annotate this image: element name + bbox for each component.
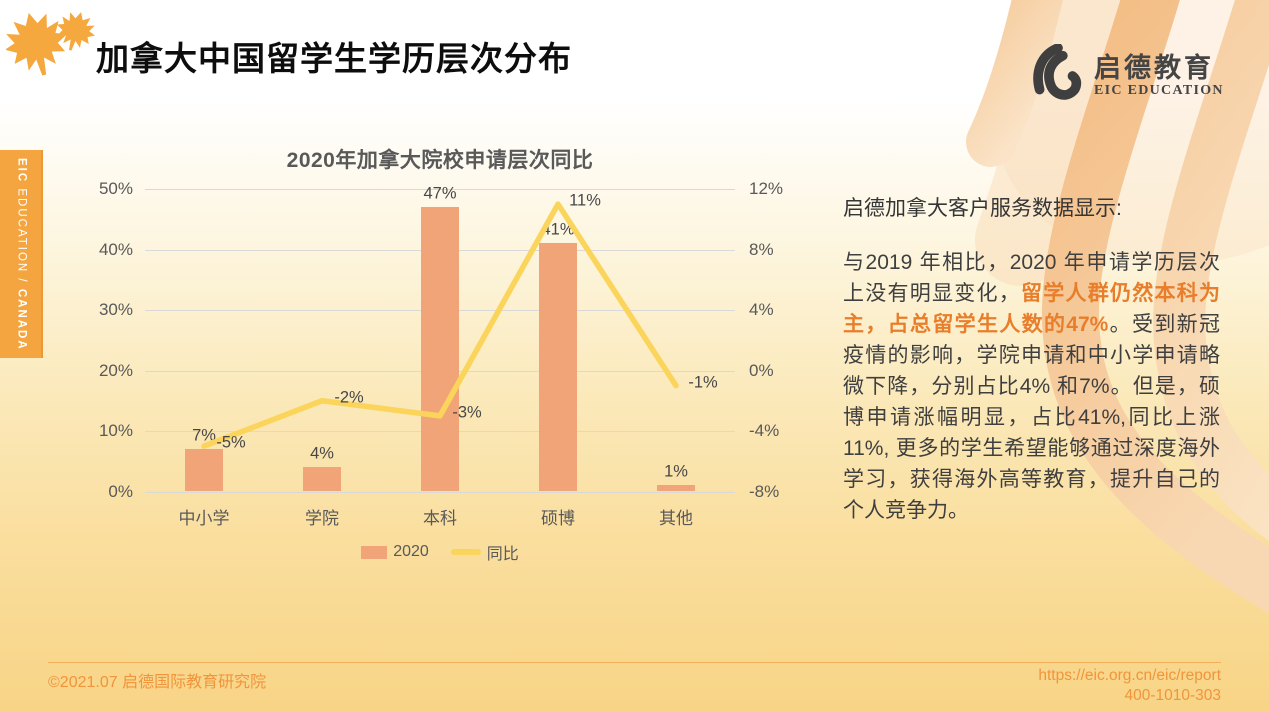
eic-logo-icon [1033, 44, 1082, 100]
chart-legend: 2020 同比 [145, 540, 735, 564]
footer-phone: 400-1010-303 [1124, 687, 1221, 704]
footer-divider [48, 662, 1221, 663]
left-axis-tick: 10% [98, 421, 133, 440]
side-tab-label: EIC EDUCATION / CANADA [16, 158, 28, 351]
footer-url: https://eic.org.cn/eic/report [1038, 667, 1221, 684]
right-axis-tick: 4% [749, 300, 774, 319]
right-axis-tick: 0% [749, 360, 774, 380]
line-value-label: -5% [216, 433, 246, 452]
page-title: 加拿大中国留学生学历层次分布 [96, 40, 572, 77]
logo-name-cn: 启德教育 [1094, 53, 1214, 83]
side-tab-education: EDUCATION / [15, 182, 28, 289]
legend-item: 同比 [450, 540, 519, 564]
category-label: 其他 [659, 508, 693, 528]
line-value-label: -2% [334, 388, 364, 407]
logo-name-en: EIC EDUCATION [1094, 83, 1224, 98]
footer-copyright: ©2021.07 启德国际教育研究院 [48, 674, 267, 691]
panel-paragraph: 与2019 年相比，2020 年申请学历层次上没有明显变化，留学人群仍然本科为主… [843, 247, 1220, 526]
side-tab-canada: EIC EDUCATION / CANADA [0, 150, 43, 358]
line-value-label: -1% [688, 373, 718, 392]
gridline [145, 310, 735, 311]
bar-value-label: 41% [541, 220, 575, 239]
gridline [145, 249, 735, 251]
bar [539, 243, 577, 492]
trend-line-path [201, 201, 679, 449]
left-axis-tick: 20% [98, 360, 133, 380]
bar [185, 449, 223, 492]
category-label: 中小学 [178, 508, 230, 528]
line-value-label: 11% [569, 191, 601, 210]
legend-bar-swatch [361, 545, 388, 559]
gridline [145, 189, 735, 190]
gridline [145, 491, 735, 493]
left-axis-tick: 0% [108, 481, 133, 501]
bar-value-label: 4% [310, 444, 334, 463]
left-axis-tick: 30% [98, 300, 133, 319]
legend-item: 2020 [361, 543, 429, 561]
bar-value-label: 7% [192, 426, 216, 445]
bar [657, 485, 695, 492]
panel-text-before: 与2019 年相比，2020 年申请学历层次上没有明显变化， [843, 251, 1220, 305]
bar [303, 467, 341, 492]
line-value-label: -3% [452, 403, 482, 422]
footer-contact: https://eic.org.cn/eic/report 400-1010-3… [1038, 666, 1221, 706]
side-tab-eic: EIC [15, 157, 28, 183]
maple-leaves-icon [6, 12, 96, 76]
legend-line-swatch [450, 549, 481, 555]
gridline [145, 370, 735, 372]
left-axis-tick: 50% [98, 179, 133, 198]
legend-label: 2020 [393, 543, 429, 560]
category-label: 硕博 [541, 508, 575, 528]
bar-value-label: 47% [423, 184, 457, 203]
right-axis-tick: -4% [749, 421, 780, 440]
category-label: 本科 [423, 508, 457, 528]
panel-heading: 启德加拿大客户服务数据显示: [843, 197, 1122, 220]
panel-text-highlight: 留学人群仍然本科为主，占总留学生人数的47% [843, 282, 1220, 336]
legend-label: 同比 [486, 546, 519, 563]
panel-text-after: 。受到新冠疫情的影响，学院申请和中小学申请略微下降，分别占比4% 和7%。但是，… [843, 313, 1220, 522]
chart-title: 2020年加拿大院校申请层次同比 [286, 149, 594, 172]
eic-logo: 启德教育 EIC EDUCATION [1028, 40, 1238, 112]
gridline [145, 431, 735, 432]
bar-value-label: 1% [664, 462, 688, 481]
side-tab-country: CANADA [15, 288, 28, 351]
right-axis-tick: 8% [749, 239, 774, 259]
category-label: 学院 [305, 508, 339, 528]
right-axis-tick: -8% [749, 481, 780, 501]
bar [421, 207, 459, 492]
right-axis-tick: 12% [749, 179, 784, 198]
left-axis-tick: 40% [98, 239, 133, 259]
